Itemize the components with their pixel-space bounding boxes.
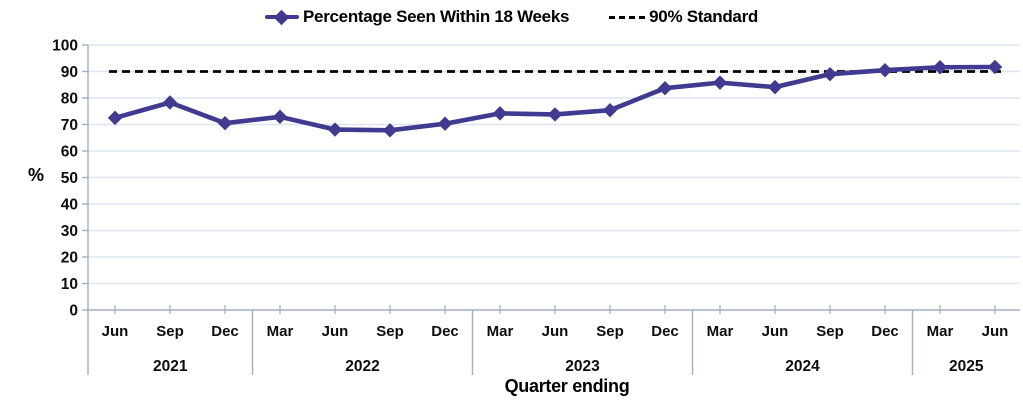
year-label: 2023 <box>565 358 600 375</box>
month-label: Sep <box>156 323 184 340</box>
data-point-marker <box>547 107 563 122</box>
y-tick-label: 10 <box>61 276 78 293</box>
y-tick-label: 50 <box>61 170 78 187</box>
month-label: Mar <box>927 323 954 340</box>
month-label: Mar <box>487 323 514 340</box>
month-label: Dec <box>651 323 679 340</box>
y-tick-label: 40 <box>61 197 78 214</box>
data-point-marker <box>767 79 783 95</box>
data-point-marker <box>162 95 178 110</box>
legend-series-label: Percentage Seen Within 18 Weeks <box>303 7 570 26</box>
legend-item-series: Percentage Seen Within 18 Weeks <box>265 7 569 27</box>
x-axis-title: Quarter ending <box>504 376 630 396</box>
data-point-marker <box>107 110 123 126</box>
month-label: Dec <box>871 323 899 340</box>
month-label: Jun <box>762 323 789 340</box>
month-label: Mar <box>707 323 734 340</box>
data-point-marker <box>932 60 948 75</box>
y-tick-label: 20 <box>61 250 78 267</box>
data-point-marker <box>877 62 893 78</box>
y-tick-label: 100 <box>52 38 78 55</box>
data-point-marker <box>657 80 673 96</box>
y-axis-title: % <box>28 165 45 185</box>
year-label: 2025 <box>949 358 984 375</box>
chart-legend: Percentage Seen Within 18 Weeks 90% Stan… <box>0 7 1023 27</box>
legend-standard-label: 90% Standard <box>649 7 758 26</box>
series-line-marker-icon <box>265 9 300 25</box>
y-tick-label: 0 <box>69 303 78 320</box>
y-tick-label: 30 <box>61 223 78 240</box>
month-label: Jun <box>322 323 349 340</box>
month-label: Jun <box>542 323 569 340</box>
data-point-marker <box>382 123 398 138</box>
month-label: Sep <box>376 323 404 340</box>
year-label: 2021 <box>153 358 188 375</box>
data-point-marker <box>987 59 1003 75</box>
month-label: Sep <box>596 323 624 340</box>
month-label: Jun <box>982 323 1009 340</box>
year-label: 2022 <box>345 358 379 375</box>
data-point-marker <box>602 102 618 118</box>
data-point-marker <box>437 116 453 131</box>
month-label: Jun <box>102 323 129 340</box>
y-tick-label: 70 <box>61 117 78 134</box>
y-tick-label: 80 <box>61 91 78 108</box>
month-label: Sep <box>816 323 844 340</box>
y-tick-label: 90 <box>61 64 78 81</box>
data-point-marker <box>712 75 728 90</box>
legend-item-standard: 90% Standard <box>609 7 758 27</box>
month-label: Mar <box>267 323 294 340</box>
dashed-line-marker-icon <box>609 15 646 19</box>
data-point-marker <box>822 66 838 82</box>
y-tick-label: 60 <box>61 144 78 161</box>
data-point-marker <box>492 106 508 121</box>
data-point-marker <box>217 115 233 131</box>
data-point-marker <box>327 122 343 137</box>
month-label: Dec <box>211 323 239 340</box>
month-label: Dec <box>431 323 459 340</box>
year-label: 2024 <box>785 358 820 375</box>
data-point-marker <box>272 109 288 125</box>
